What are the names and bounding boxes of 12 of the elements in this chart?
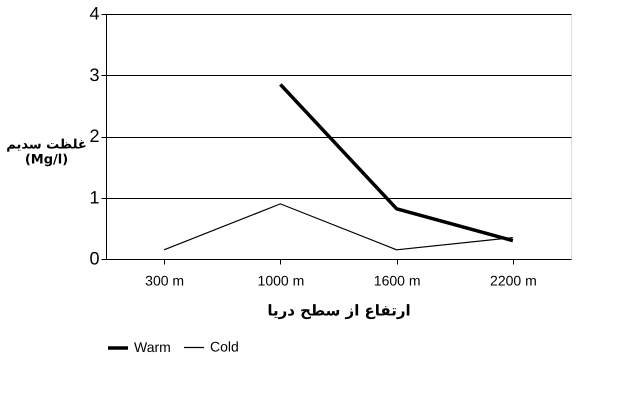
x-axis-title: ارتفاع از سطح دریا [267, 302, 411, 320]
y-tick-label: 2 [89, 126, 100, 146]
legend-label: Cold [210, 338, 239, 354]
y-tick-label: 3 [89, 64, 100, 85]
y-tick-label: 1 [89, 187, 100, 208]
y-tick-label: 4 [89, 4, 100, 24]
y-tick-label: 0 [89, 248, 100, 268]
x-tick-label: 1600 m [374, 272, 420, 288]
legend-label: Warm [134, 339, 171, 355]
x-tick-label: 300 m [145, 272, 184, 288]
x-tick-label: 1000 m [258, 272, 304, 288]
x-tick-label: 2200 m [490, 272, 537, 288]
